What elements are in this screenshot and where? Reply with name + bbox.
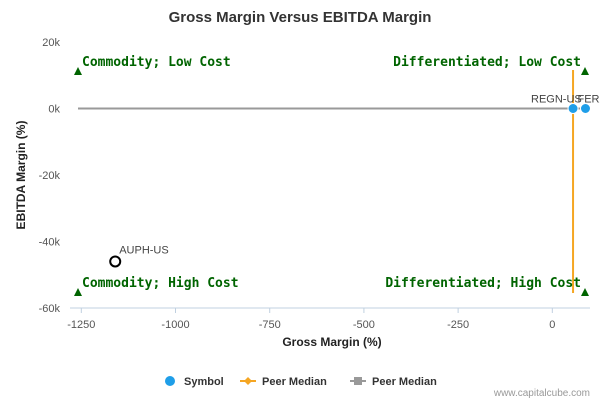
quadrant-label: Differentiated; High Cost (385, 276, 581, 291)
x-tick-label: -500 (353, 319, 375, 331)
y-tick-label: -20k (39, 170, 61, 182)
data-point-label: AUPH-US (119, 244, 169, 256)
legend-label: Peer Median (262, 376, 327, 388)
quadrant-triangle-marker (74, 288, 82, 296)
y-tick-label: 0k (48, 104, 60, 116)
quadrant-labels: Commodity; Low Cost Differentiated; Low C… (82, 55, 581, 291)
y-tick-label: 20k (42, 37, 60, 49)
legend: Symbol Peer Median Peer Median (165, 376, 437, 388)
y-axis-label: EBITDA Margin (%) (14, 121, 28, 230)
y-tick-label: -40k (39, 237, 61, 249)
x-axis-label: Gross Margin (%) (282, 335, 381, 349)
quadrant-triangle-marker (581, 67, 589, 75)
legend-square-marker (354, 377, 362, 385)
quadrant-triangle-marker (581, 288, 589, 296)
chart-title: Gross Margin Versus EBITDA Margin (169, 9, 432, 26)
data-point[interactable] (579, 103, 591, 114)
watermark: www.capitalcube.com (493, 388, 590, 399)
quadrant-markers (74, 67, 589, 296)
median-lines (78, 70, 586, 293)
x-axis-ticks: -1250 -1000 -750 -500 -250 0 (67, 308, 555, 331)
y-axis-ticks: 20k 0k -20k -40k -60k (39, 37, 61, 315)
quadrant-label: Commodity; High Cost (82, 276, 239, 291)
legend-label: Peer Median (372, 376, 437, 388)
x-tick-label: -1000 (161, 319, 189, 331)
y-tick-label: -60k (39, 303, 61, 315)
legend-diamond-marker (244, 377, 252, 385)
x-tick-label: -250 (447, 319, 469, 331)
quadrant-label: Commodity; Low Cost (82, 55, 231, 70)
legend-symbol-marker (165, 376, 175, 386)
quadrant-triangle-marker (74, 67, 82, 75)
data-point[interactable] (567, 103, 579, 114)
x-tick-label: -1250 (67, 319, 95, 331)
data-point-label: FERX-US (577, 94, 600, 106)
legend-label: Symbol (184, 376, 224, 388)
data-point-label: REGN-US (531, 94, 582, 106)
data-point[interactable] (109, 255, 122, 268)
x-tick-label: -750 (259, 319, 281, 331)
data-points: AUPH-US REGN-USFERX-US (109, 94, 600, 268)
x-tick-label: 0 (549, 319, 555, 331)
quadrant-label: Differentiated; Low Cost (393, 55, 581, 70)
